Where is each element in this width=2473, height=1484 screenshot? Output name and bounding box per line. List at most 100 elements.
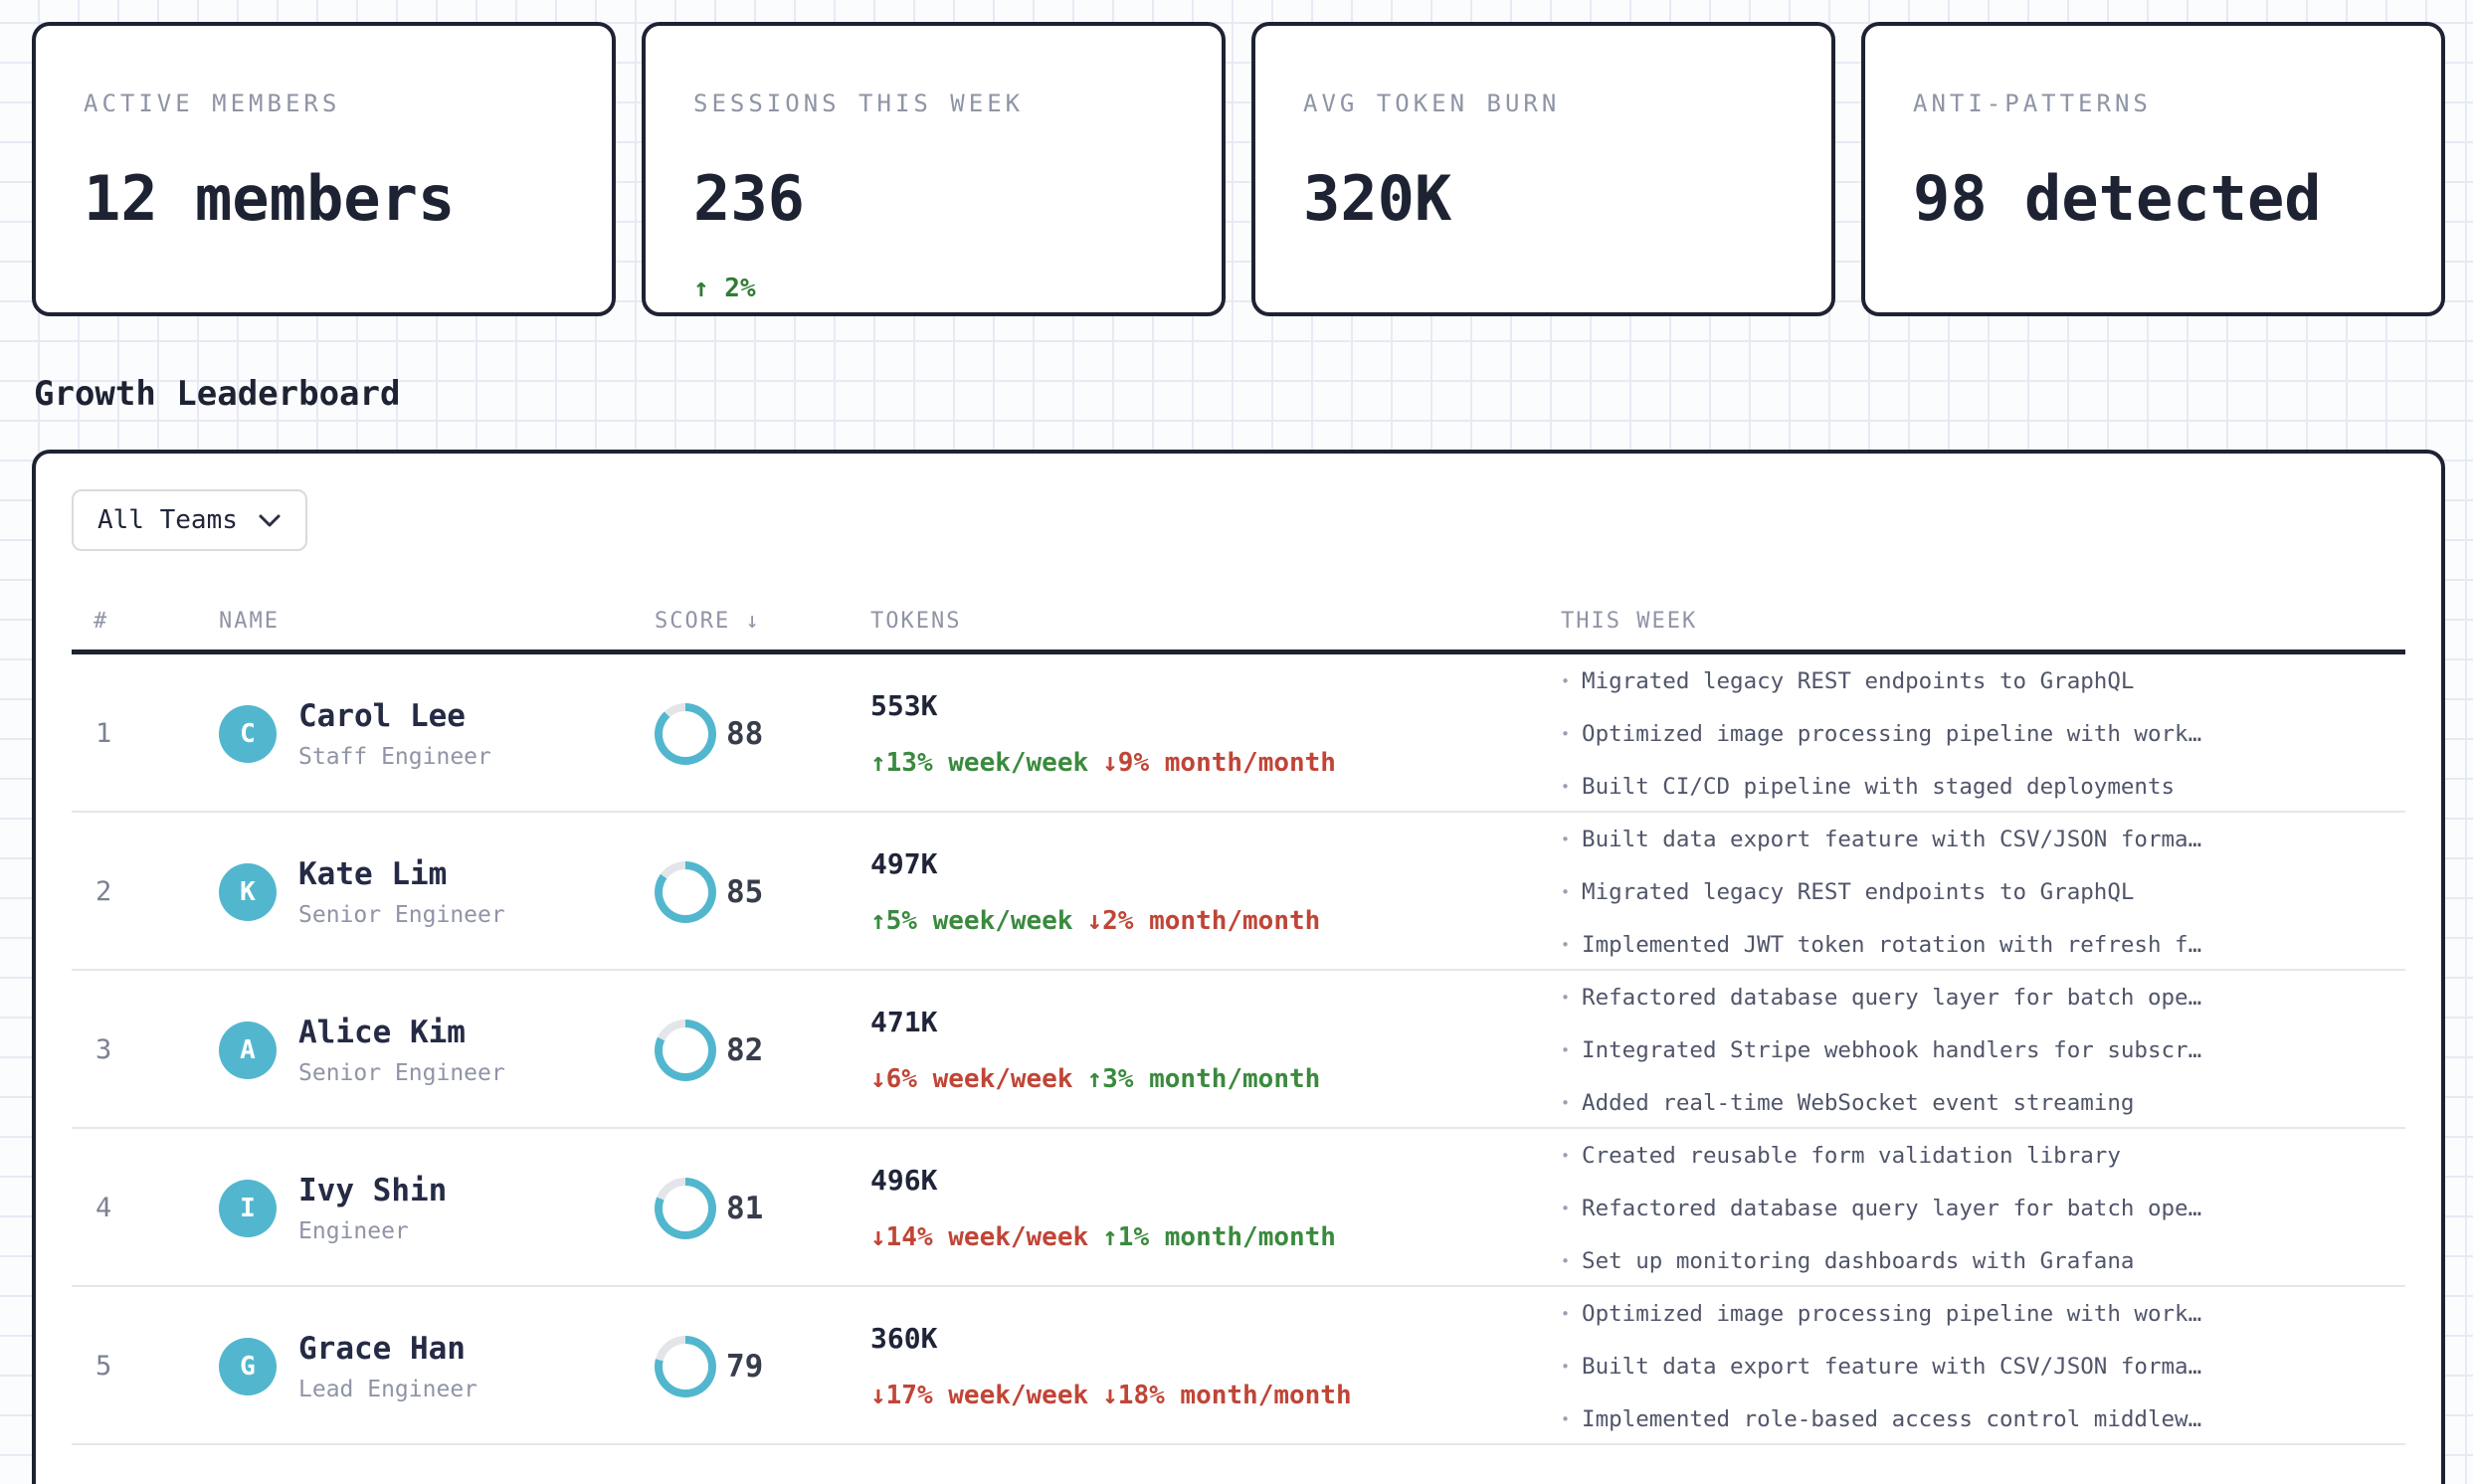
- stat-label: SESSIONS THIS WEEK: [693, 90, 1025, 117]
- this-week-list: • Built data export feature with CSV/JSON…: [1561, 813, 2405, 971]
- member-name: Kate Lim: [298, 855, 448, 892]
- this-week-list: • Created reusable form validation librar…: [1561, 1129, 2405, 1287]
- highlight-item: • Implemented role-based access control m…: [1561, 1392, 2405, 1445]
- table-body: 1 C Carol Lee Staff Engineer 88 553K ↑13…: [72, 654, 2405, 1445]
- rank-number: 4: [95, 1193, 112, 1223]
- member-name: Alice Kim: [298, 1014, 466, 1050]
- score-ring: [655, 1177, 716, 1239]
- score-ring: [655, 860, 716, 923]
- table-row[interactable]: 2 K Kate Lim Senior Engineer 85 497K ↑5%…: [72, 813, 2405, 971]
- highlight-item: • Set up monitoring dashboards with Grafa…: [1561, 1234, 2405, 1287]
- rank-number: 2: [95, 876, 112, 907]
- member-cell: K Kate Lim Senior Engineer: [219, 855, 655, 929]
- table-row[interactable]: 4 I Ivy Shin Engineer 81 496K ↓14% week/…: [72, 1129, 2405, 1287]
- highlight-item: • Refactored database query layer for bat…: [1561, 1182, 2405, 1234]
- highlight-text: Built data export feature with CSV/JSON …: [1582, 826, 2202, 852]
- member-name: Ivy Shin: [298, 1172, 448, 1208]
- trend-line: ↓6% week/week ↑3% month/month: [870, 1064, 1561, 1094]
- tokens-value: 553K: [870, 689, 938, 722]
- rank-number: 3: [95, 1034, 112, 1065]
- page-title: Growth Leaderboard: [34, 374, 401, 414]
- tokens-value: 497K: [870, 847, 938, 880]
- member-name: Grace Han: [298, 1330, 466, 1367]
- month-trend: ↓2% month/month: [1086, 906, 1321, 936]
- month-trend: ↓18% month/month: [1102, 1381, 1352, 1410]
- this-week-list: • Refactored database query layer for bat…: [1561, 971, 2405, 1129]
- tokens-cell: 471K ↓6% week/week ↑3% month/month: [870, 1006, 1561, 1094]
- avatar: K: [219, 862, 277, 921]
- score-cell: 88: [655, 702, 870, 765]
- column-header-tokens[interactable]: TOKENS: [870, 609, 962, 634]
- stat-value: 320K: [1303, 162, 1452, 235]
- team-filter-value: All Teams: [97, 505, 238, 535]
- leaderboard-panel: All Teams # NAME SCORE ↓ TOKENS THIS WEE…: [32, 450, 2445, 1484]
- column-header-this-week[interactable]: THIS WEEK: [1561, 609, 1698, 634]
- week-trend: ↑5% week/week: [870, 906, 1073, 936]
- stat-label: ANTI-PATTERNS: [1913, 90, 2152, 117]
- trend-line: ↑5% week/week ↓2% month/month: [870, 906, 1561, 936]
- rank-number: 5: [95, 1351, 112, 1382]
- column-header-score[interactable]: SCORE ↓: [655, 609, 761, 634]
- week-trend: ↓6% week/week: [870, 1064, 1073, 1094]
- bullet-icon: •: [1561, 671, 1571, 690]
- table-row[interactable]: 1 C Carol Lee Staff Engineer 88 553K ↑13…: [72, 654, 2405, 813]
- month-trend: ↑1% month/month: [1102, 1222, 1336, 1252]
- trend-line: ↑13% week/week ↓9% month/month: [870, 748, 1561, 778]
- highlight-text: Implemented role-based access control mi…: [1582, 1405, 2202, 1432]
- highlight-text: Integrated Stripe webhook handlers for s…: [1582, 1036, 2202, 1063]
- tokens-cell: 496K ↓14% week/week ↑1% month/month: [870, 1164, 1561, 1252]
- highlight-item: • Added real-time WebSocket event streami…: [1561, 1076, 2405, 1129]
- member-role: Senior Engineer: [298, 901, 505, 928]
- chevron-down-icon: [258, 513, 282, 528]
- team-filter-dropdown[interactable]: All Teams: [72, 489, 307, 551]
- score-cell: 81: [655, 1177, 870, 1239]
- tokens-cell: 360K ↓17% week/week ↓18% month/month: [870, 1322, 1561, 1410]
- bullet-icon: •: [1561, 1357, 1571, 1376]
- avatar: I: [219, 1179, 277, 1237]
- highlight-item: • Migrated legacy REST endpoints to Graph…: [1561, 865, 2405, 918]
- highlight-item: • Refactored database query layer for bat…: [1561, 971, 2405, 1023]
- tokens-cell: 497K ↑5% week/week ↓2% month/month: [870, 847, 1561, 936]
- avatar: G: [219, 1337, 277, 1395]
- bullet-icon: •: [1561, 1199, 1571, 1217]
- stat-label: ACTIVE MEMBERS: [84, 90, 341, 117]
- member-role: Engineer: [298, 1217, 409, 1244]
- month-trend: ↑3% month/month: [1086, 1064, 1321, 1094]
- stat-card-active-members: ACTIVE MEMBERS 12 members: [32, 22, 616, 316]
- highlight-text: Migrated legacy REST endpoints to GraphQ…: [1582, 667, 2135, 694]
- this-week-list: • Migrated legacy REST endpoints to Graph…: [1561, 654, 2405, 813]
- highlight-text: Built data export feature with CSV/JSON …: [1582, 1353, 2202, 1380]
- highlight-item: • Built data export feature with CSV/JSON…: [1561, 1340, 2405, 1392]
- column-header-rank[interactable]: #: [94, 609, 109, 634]
- highlight-item: • Built data export feature with CSV/JSON…: [1561, 813, 2405, 865]
- member-cell: C Carol Lee Staff Engineer: [219, 697, 655, 771]
- score-cell: 79: [655, 1335, 870, 1397]
- stat-delta: ↑ 2%: [693, 274, 756, 303]
- avatar-initial: G: [240, 1351, 256, 1382]
- month-trend: ↓9% month/month: [1102, 748, 1336, 778]
- bullet-icon: •: [1561, 1251, 1571, 1270]
- score-value: 85: [726, 873, 764, 910]
- member-cell: I Ivy Shin Engineer: [219, 1172, 655, 1245]
- score-value: 79: [726, 1348, 764, 1385]
- member-role: Senior Engineer: [298, 1059, 505, 1086]
- highlight-item: • Migrated legacy REST endpoints to Graph…: [1561, 654, 2405, 707]
- score-value: 81: [726, 1190, 764, 1226]
- member-role: Staff Engineer: [298, 743, 491, 770]
- bullet-icon: •: [1561, 1040, 1571, 1059]
- stats-row: ACTIVE MEMBERS 12 members SESSIONS THIS …: [32, 22, 2445, 316]
- stat-value: 12 members: [84, 162, 456, 235]
- score-ring: [655, 702, 716, 765]
- avatar-initial: I: [240, 1193, 256, 1223]
- highlight-item: • Optimized image processing pipeline wit…: [1561, 707, 2405, 760]
- week-trend: ↑13% week/week: [870, 748, 1089, 778]
- highlight-item: • Optimized image processing pipeline wit…: [1561, 1287, 2405, 1340]
- table-row[interactable]: 3 A Alice Kim Senior Engineer 82 471K ↓6…: [72, 971, 2405, 1129]
- highlight-text: Migrated legacy REST endpoints to GraphQ…: [1582, 878, 2135, 905]
- week-trend: ↓14% week/week: [870, 1222, 1089, 1252]
- column-header-name[interactable]: NAME: [219, 609, 280, 634]
- stat-card-anti-patterns: ANTI-PATTERNS 98 detected: [1861, 22, 2445, 316]
- score-value: 88: [726, 715, 764, 752]
- bullet-icon: •: [1561, 935, 1571, 954]
- table-row[interactable]: 5 G Grace Han Lead Engineer 79 360K ↓17%…: [72, 1287, 2405, 1445]
